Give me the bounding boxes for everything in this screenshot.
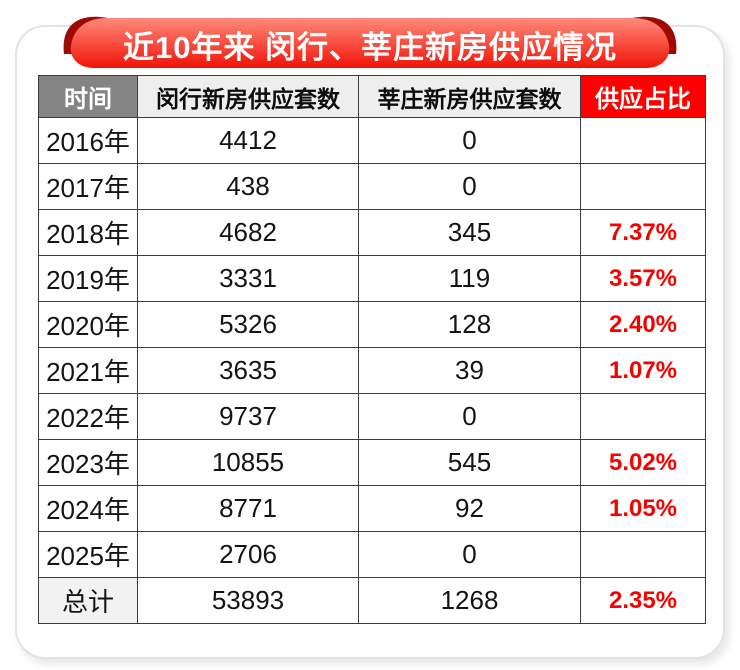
xinzhuang-count-cell: 0: [358, 393, 581, 440]
ratio-cell: 7.37%: [580, 209, 706, 256]
card: 近10年来 闵行、莘庄新房供应情况 时间 闵行新房供应套数 莘庄新房供应套数 供…: [15, 16, 725, 659]
table-container: 时间 闵行新房供应套数 莘庄新房供应套数 供应占比 2016年 4412 0 2017…: [38, 75, 706, 624]
xinzhuang-count-cell: 39: [358, 347, 581, 394]
ratio-cell: [580, 117, 706, 164]
year-cell: 2017年: [38, 163, 138, 210]
ribbon-shape: [63, 16, 677, 68]
year-cell: 2018年: [38, 209, 138, 256]
ribbon-body: [70, 18, 670, 68]
col-header-minhang: 闵行新房供应套数: [137, 75, 359, 118]
year-cell: 2022年: [38, 393, 138, 440]
table-header-row: 时间 闵行新房供应套数 莘庄新房供应套数 供应占比: [38, 75, 706, 118]
table-row: 2023年 10855 545 5.02%: [38, 439, 706, 486]
year-cell: 2021年: [38, 347, 138, 394]
year-cell: 2025年: [38, 531, 138, 578]
col-header-xinzhuang: 莘庄新房供应套数: [358, 75, 581, 118]
xinzhuang-count-cell: 1268: [358, 577, 581, 624]
title-ribbon: 近10年来 闵行、莘庄新房供应情况: [60, 8, 680, 74]
table-row: 2020年 5326 128 2.40%: [38, 301, 706, 348]
table-row: 2019年 3331 119 3.57%: [38, 255, 706, 302]
minhang-count-cell: 10855: [137, 439, 359, 486]
col-header-ratio: 供应占比: [580, 75, 706, 118]
minhang-count-cell: 3331: [137, 255, 359, 302]
xinzhuang-count-cell: 0: [358, 117, 581, 164]
year-cell: 2024年: [38, 485, 138, 532]
xinzhuang-count-cell: 0: [358, 531, 581, 578]
ratio-cell: 1.05%: [580, 485, 706, 532]
year-cell: 2019年: [38, 255, 138, 302]
ratio-cell: [580, 163, 706, 210]
xinzhuang-count-cell: 128: [358, 301, 581, 348]
minhang-count-cell: 9737: [137, 393, 359, 440]
xinzhuang-count-cell: 0: [358, 163, 581, 210]
minhang-count-cell: 438: [137, 163, 359, 210]
table-row: 2016年 4412 0: [38, 117, 706, 164]
year-cell: 2016年: [38, 117, 138, 164]
table-row: 2022年 9737 0: [38, 393, 706, 440]
minhang-count-cell: 3635: [137, 347, 359, 394]
total-row: 总计 53893 1268 2.35%: [38, 577, 706, 624]
table-row: 2025年 2706 0: [38, 531, 706, 578]
ratio-cell: [580, 393, 706, 440]
minhang-count-cell: 2706: [137, 531, 359, 578]
year-cell: 2023年: [38, 439, 138, 486]
minhang-count-cell: 4682: [137, 209, 359, 256]
table-row: 2018年 4682 345 7.37%: [38, 209, 706, 256]
supply-table: 时间 闵行新房供应套数 莘庄新房供应套数 供应占比 2016年 4412 0 2017…: [38, 75, 706, 624]
xinzhuang-count-cell: 119: [358, 255, 581, 302]
xinzhuang-count-cell: 545: [358, 439, 581, 486]
minhang-count-cell: 8771: [137, 485, 359, 532]
minhang-count-cell: 5326: [137, 301, 359, 348]
col-header-time: 时间: [38, 75, 138, 118]
year-cell: 2020年: [38, 301, 138, 348]
ratio-cell: [580, 531, 706, 578]
minhang-count-cell: 53893: [137, 577, 359, 624]
ratio-cell: 2.40%: [580, 301, 706, 348]
ratio-cell: 1.07%: [580, 347, 706, 394]
ratio-cell: 5.02%: [580, 439, 706, 486]
table-row: 2024年 8771 92 1.05%: [38, 485, 706, 532]
xinzhuang-count-cell: 92: [358, 485, 581, 532]
minhang-count-cell: 4412: [137, 117, 359, 164]
xinzhuang-count-cell: 345: [358, 209, 581, 256]
ratio-cell: 2.35%: [580, 577, 706, 624]
year-cell: 总计: [38, 577, 138, 624]
table-row: 2017年 438 0: [38, 163, 706, 210]
table-row: 2021年 3635 39 1.07%: [38, 347, 706, 394]
ratio-cell: 3.57%: [580, 255, 706, 302]
page-title: 近10年来 闵行、莘庄新房供应情况: [122, 30, 618, 65]
